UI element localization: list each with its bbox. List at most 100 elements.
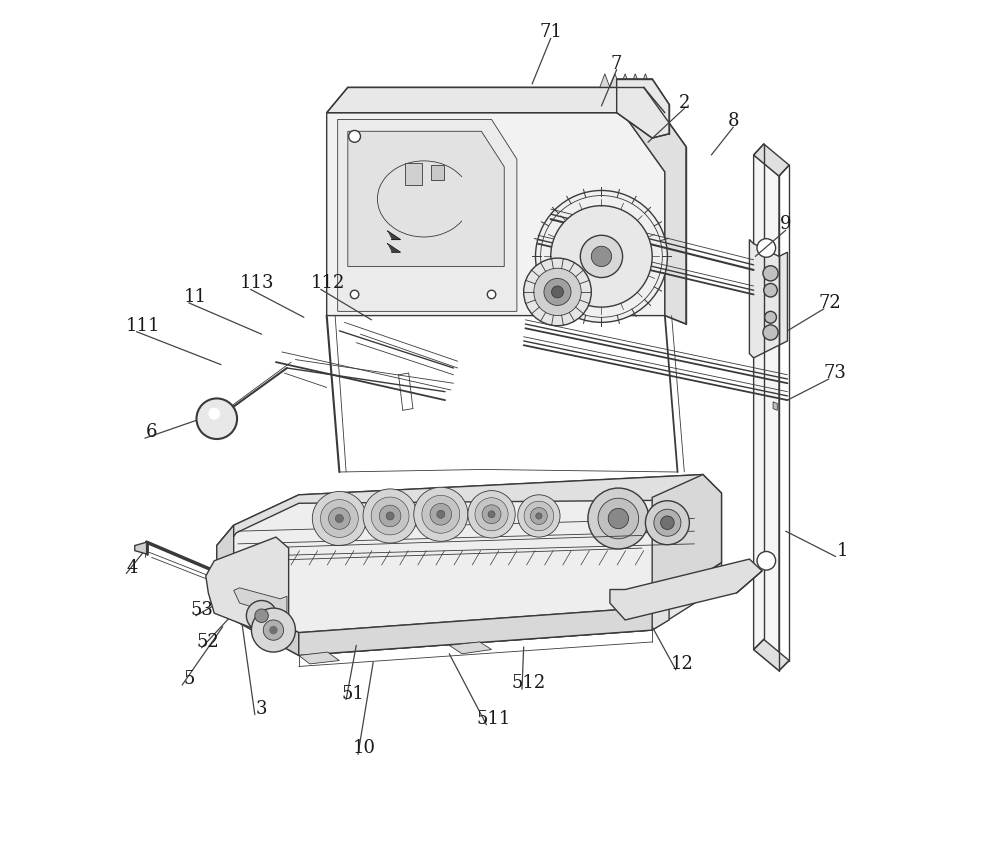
Text: 6: 6 (146, 423, 157, 442)
Polygon shape (289, 603, 669, 655)
Circle shape (544, 278, 571, 306)
Circle shape (251, 608, 295, 652)
Circle shape (654, 509, 681, 536)
Text: 71: 71 (539, 23, 562, 42)
Polygon shape (348, 131, 504, 266)
Circle shape (487, 290, 496, 299)
Circle shape (552, 286, 563, 298)
Circle shape (475, 498, 508, 531)
Polygon shape (749, 239, 787, 358)
Circle shape (312, 491, 366, 545)
Circle shape (335, 515, 343, 523)
Polygon shape (217, 563, 722, 655)
Circle shape (430, 504, 452, 525)
Text: 2: 2 (679, 94, 690, 111)
Polygon shape (388, 231, 400, 239)
Text: 4: 4 (127, 558, 138, 576)
Circle shape (530, 507, 547, 524)
Circle shape (580, 235, 623, 277)
Circle shape (320, 500, 358, 538)
Circle shape (763, 325, 778, 340)
Text: 1: 1 (837, 541, 848, 560)
Polygon shape (299, 652, 339, 664)
Circle shape (263, 620, 284, 640)
Circle shape (763, 266, 778, 281)
Circle shape (349, 130, 361, 142)
Circle shape (255, 609, 268, 622)
Circle shape (371, 497, 409, 535)
Text: 12: 12 (671, 655, 694, 673)
Circle shape (246, 601, 277, 631)
Polygon shape (388, 243, 400, 252)
Polygon shape (617, 79, 669, 138)
Polygon shape (754, 155, 779, 671)
Polygon shape (652, 475, 722, 608)
Text: 73: 73 (823, 364, 846, 382)
Polygon shape (610, 559, 762, 620)
Polygon shape (234, 588, 287, 616)
Polygon shape (338, 119, 517, 311)
Polygon shape (773, 402, 777, 410)
Circle shape (468, 490, 515, 538)
Polygon shape (623, 88, 686, 324)
Circle shape (765, 311, 776, 323)
Circle shape (379, 505, 401, 527)
Polygon shape (327, 112, 665, 316)
Circle shape (608, 508, 629, 528)
Polygon shape (610, 74, 620, 88)
Circle shape (536, 513, 542, 519)
Circle shape (588, 488, 649, 549)
Circle shape (488, 511, 495, 517)
Text: 111: 111 (126, 317, 160, 334)
Circle shape (386, 512, 394, 520)
Text: 512: 512 (512, 674, 546, 693)
Circle shape (482, 505, 501, 523)
Text: 51: 51 (341, 684, 364, 703)
Circle shape (524, 501, 554, 531)
Text: 11: 11 (184, 288, 207, 306)
Polygon shape (217, 525, 234, 620)
Text: 52: 52 (197, 633, 220, 651)
Text: 53: 53 (191, 601, 214, 619)
Circle shape (351, 184, 378, 211)
Polygon shape (630, 74, 640, 88)
Circle shape (524, 258, 591, 326)
Text: 511: 511 (476, 710, 510, 728)
Polygon shape (206, 537, 289, 635)
Polygon shape (754, 144, 789, 176)
Circle shape (350, 290, 359, 299)
Circle shape (534, 268, 581, 316)
Circle shape (363, 489, 417, 543)
Text: 8: 8 (728, 112, 739, 130)
Text: 72: 72 (818, 294, 841, 312)
Circle shape (598, 498, 639, 539)
Text: 7: 7 (611, 54, 622, 72)
Polygon shape (600, 74, 610, 88)
Polygon shape (754, 639, 789, 671)
Circle shape (518, 494, 560, 537)
Polygon shape (217, 475, 722, 552)
Polygon shape (135, 542, 147, 554)
Circle shape (414, 488, 468, 541)
Circle shape (269, 625, 278, 634)
Circle shape (661, 516, 674, 529)
Circle shape (329, 508, 350, 529)
Circle shape (591, 246, 612, 266)
Circle shape (437, 511, 445, 518)
Polygon shape (640, 74, 650, 88)
Polygon shape (620, 74, 630, 88)
Text: 9: 9 (780, 215, 792, 233)
Text: 10: 10 (353, 740, 376, 757)
Polygon shape (405, 163, 422, 185)
Circle shape (208, 408, 220, 420)
Circle shape (757, 551, 776, 570)
Circle shape (196, 398, 237, 439)
Text: 112: 112 (310, 275, 345, 293)
Circle shape (757, 238, 776, 257)
Circle shape (536, 191, 667, 323)
Text: 113: 113 (240, 275, 275, 293)
Polygon shape (299, 608, 652, 655)
Circle shape (764, 283, 777, 297)
Circle shape (551, 206, 652, 307)
Polygon shape (327, 88, 665, 112)
